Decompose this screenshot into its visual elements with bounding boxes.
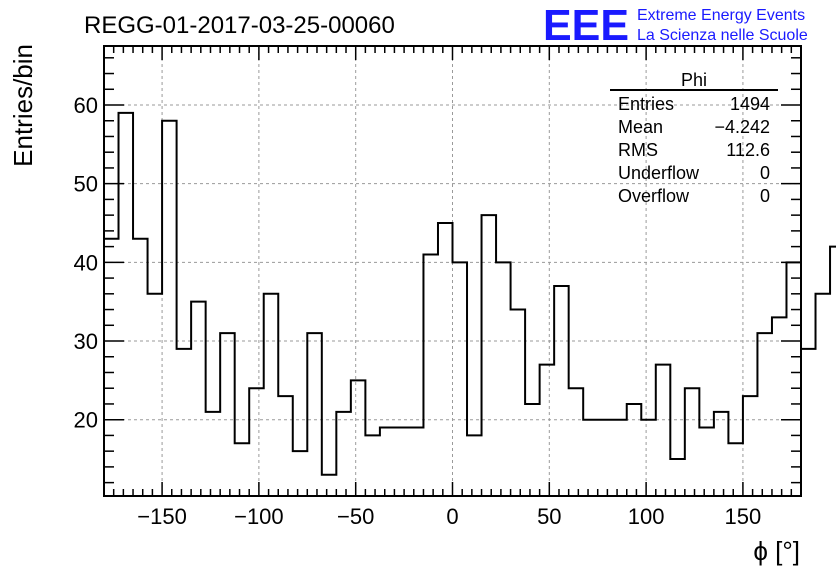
x-tick-label: −100	[234, 504, 284, 529]
logo-mark: EEE	[543, 1, 629, 50]
histogram-bin	[816, 294, 831, 496]
y-tick-label: 60	[74, 93, 98, 118]
histogram-bin	[322, 475, 337, 496]
histogram-bin	[264, 294, 279, 496]
stats-value: 0	[760, 163, 770, 183]
histogram-bin	[351, 380, 366, 496]
stats-value: 0	[760, 186, 770, 206]
stats-value: −4.242	[714, 117, 770, 137]
y-tick-label: 40	[74, 250, 98, 275]
histogram-bin	[801, 349, 816, 496]
histogram-bin	[482, 215, 497, 496]
y-tick-label: 20	[74, 408, 98, 433]
histogram-bin	[786, 262, 801, 496]
x-tick-label: 0	[446, 504, 458, 529]
histogram-bin	[235, 443, 250, 496]
histogram-bin	[394, 428, 409, 496]
histogram-bin	[699, 428, 714, 496]
logo-line-2: La Scienza nelle Scuole	[637, 27, 808, 44]
stats-label: Entries	[618, 94, 674, 114]
stats-label: Underflow	[618, 163, 700, 183]
histogram-bin	[119, 113, 134, 496]
histogram-bin	[511, 310, 526, 496]
histogram-bin	[525, 404, 540, 496]
x-tick-labels: −150 −100 −50 0 50 100 150	[137, 504, 761, 529]
stats-box-title: Phi	[681, 70, 707, 90]
histogram-bin	[598, 420, 613, 496]
histogram-bin	[540, 365, 555, 496]
histogram-bin	[670, 459, 685, 496]
histogram-bin	[206, 412, 221, 496]
histogram-bin	[641, 420, 656, 496]
histogram-bin	[569, 388, 584, 496]
histogram-series	[104, 111, 836, 496]
histogram-bin	[627, 404, 642, 496]
stats-label: Mean	[618, 117, 663, 137]
histogram-bin	[220, 333, 235, 496]
histogram-bin	[438, 223, 453, 496]
histogram-bin	[685, 388, 700, 496]
histogram-bin	[191, 302, 206, 496]
histogram-bin	[336, 412, 351, 496]
x-tick-label: −50	[337, 504, 374, 529]
y-tick-label: 50	[74, 172, 98, 197]
histogram-bin	[554, 286, 569, 496]
logo-line-1: Extreme Energy Events	[637, 7, 805, 24]
x-tick-label: 100	[628, 504, 665, 529]
histogram-bin	[612, 420, 627, 496]
histogram-outline	[104, 111, 836, 476]
stats-label: RMS	[618, 140, 658, 160]
histogram-bin	[293, 451, 308, 496]
histogram-bin	[278, 396, 293, 496]
histogram-bin	[177, 349, 192, 496]
histogram-bin	[714, 412, 729, 496]
x-tick-label: 50	[537, 504, 561, 529]
x-tick-label: 150	[725, 504, 762, 529]
stats-value: 112.6	[726, 140, 770, 160]
stats-box: Phi Entries 1494 Mean −4.242 RMS 112.6 Underfl…	[610, 70, 778, 206]
histogram-bin	[148, 294, 163, 496]
histogram-bin	[583, 420, 598, 496]
histogram-bin	[133, 239, 148, 496]
histogram-bin	[249, 388, 264, 496]
histogram-bin	[728, 443, 743, 496]
histogram-bin	[365, 435, 380, 496]
histogram-bin	[743, 396, 758, 496]
histogram-bin	[467, 435, 482, 496]
stats-rows: Entries 1494 Mean −4.242 RMS 112.6 Underflow 0 O…	[618, 94, 770, 206]
histogram-bin	[757, 333, 772, 496]
y-axis-title: Entries/bin	[8, 44, 38, 167]
histogram-bin	[656, 365, 671, 496]
y-tick-label: 30	[74, 329, 98, 354]
histogram-bin	[423, 254, 438, 496]
histogram-bin	[380, 428, 395, 496]
histogram-bin	[307, 333, 322, 496]
histogram-bin	[772, 317, 787, 496]
eee-logo: EEE Extreme Energy Events La Scienza nel…	[543, 1, 808, 50]
chart-title: REGG-01-2017-03-25-00060	[84, 12, 395, 39]
axis-ticks	[104, 46, 801, 496]
histogram-bin	[496, 262, 511, 496]
stats-label: Overflow	[618, 186, 690, 206]
y-tick-labels: 20 30 40 50 60	[74, 93, 98, 433]
histogram-bin	[162, 121, 177, 496]
histogram-bin	[409, 428, 424, 496]
x-axis-title: ϕ [°]	[753, 536, 800, 566]
histogram-bin	[453, 262, 468, 496]
x-tick-label: −150	[137, 504, 187, 529]
stats-value: 1494	[730, 94, 770, 114]
